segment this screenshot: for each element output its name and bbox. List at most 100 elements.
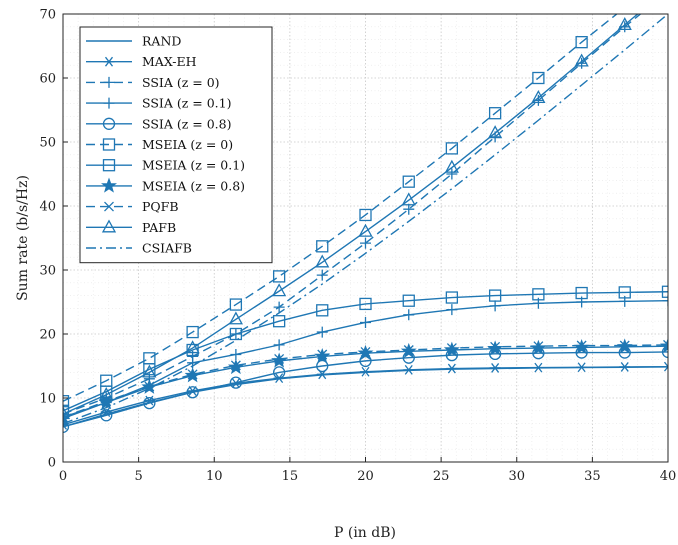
data-point-pafb	[488, 125, 503, 139]
legend-marker	[102, 117, 116, 130]
series-csiafb	[63, 14, 668, 425]
x-tick-label: 35	[584, 469, 601, 484]
x-axis-label: P (in dB)	[334, 525, 396, 541]
x-tick-label: 15	[282, 469, 299, 484]
legend-marker	[104, 201, 114, 212]
legend-marker	[103, 97, 115, 109]
data-point-pafb	[401, 192, 416, 206]
data-point-mseia-z-0	[359, 208, 372, 222]
y-tick-label: 60	[39, 72, 56, 87]
data-point-mseia-z-0-1	[488, 289, 502, 302]
data-point-ssia-z-0	[273, 301, 285, 313]
data-point-pafb	[358, 223, 373, 237]
series-pqfb	[63, 339, 668, 423]
data-point-mseia-z-0-1	[445, 291, 459, 304]
data-point-mseia-z-0	[63, 395, 70, 408]
legend-label: MSEIA (z = 0)	[142, 137, 233, 152]
legend-label: MSEIA (z = 0.8)	[142, 178, 245, 193]
data-point-ssia-z-0-1	[662, 295, 668, 307]
data-point-pafb	[574, 53, 589, 67]
legend-marker	[101, 177, 117, 193]
data-point-ssia-z-0-8	[229, 376, 243, 389]
x-tick-label: 0	[59, 469, 67, 484]
axis-ticks: 0 5 10 15 20 25 30 35 40 0 10 20 30 40 50 60 70	[39, 8, 676, 485]
legend-item-ssia-z-0-1: SSIA (z = 0.1)	[86, 96, 231, 111]
data-point-mseia-z-0-1	[402, 294, 415, 307]
x-tick-label: 30	[508, 469, 525, 484]
data-point-max-eh	[360, 366, 371, 377]
data-point-mseia-z-0	[229, 298, 243, 311]
data-point-pqfb	[446, 343, 457, 354]
data-point-mseia-z-0-1	[661, 285, 668, 298]
series-lines	[63, 2, 668, 433]
series-pafb	[63, 14, 639, 420]
legend-item-pafb: PAFB	[86, 219, 176, 235]
data-point-max-eh	[489, 363, 501, 373]
y-axis-label: Sum rate (b/s/Hz)	[15, 175, 31, 301]
legend-item-pqfb: PQFB	[86, 199, 179, 214]
data-point-ssia-z-0	[446, 168, 458, 180]
data-point-pafb	[315, 254, 330, 268]
legend-marker	[103, 56, 115, 67]
data-point-mseia-z-0	[532, 71, 545, 85]
data-point-mseia-z-0-1	[316, 304, 329, 317]
data-point-ssia-z-0-8	[100, 409, 113, 422]
data-point-ssia-z-0-8	[143, 396, 156, 410]
y-tick-label: 50	[39, 136, 56, 151]
data-point-ssia-z-0-8	[661, 345, 668, 359]
data-point-pqfb	[619, 340, 630, 351]
data-point-pafb	[185, 340, 200, 354]
data-point-pafb	[444, 159, 459, 173]
data-point-pqfb	[230, 360, 241, 371]
data-point-ssia-z-0-1	[403, 309, 415, 321]
x-tick-label: 40	[660, 469, 677, 484]
series-line-mseia-z-0	[63, 14, 618, 402]
data-point-mseia-z-0	[575, 36, 588, 49]
data-point-pqfb	[187, 369, 198, 380]
legend-item-mseia-z-0-8: MSEIA (z = 0.8)	[86, 177, 245, 193]
data-point-max-eh	[619, 362, 631, 372]
series-ssia-z-0-1	[63, 295, 668, 423]
x-tick-label: 20	[357, 469, 374, 484]
data-point-mseia-z-0-1	[229, 327, 243, 341]
data-point-ssia-z-0	[403, 203, 415, 215]
data-point-mseia-z-0	[186, 325, 199, 339]
data-point-pqfb	[490, 341, 501, 352]
data-point-pqfb	[101, 396, 112, 407]
data-point-ssia-z-0	[360, 237, 371, 249]
legend-item-ssia-z-0: SSIA (z = 0)	[86, 75, 220, 90]
data-point-pqfb	[317, 349, 328, 360]
legend-label: SSIA (z = 0.1)	[142, 96, 231, 111]
data-point-mseia-z-0-1	[272, 315, 286, 328]
legend-item-mseia-z-0-1: MSEIA (z = 0.1)	[86, 158, 245, 173]
data-point-pafb	[228, 311, 243, 325]
data-point-ssia-z-0-1	[446, 304, 458, 316]
data-point-pqfb	[360, 346, 371, 357]
data-point-mseia-z-0-1	[575, 286, 588, 300]
series-line-ssia-z-0-8	[63, 351, 668, 428]
data-point-ssia-z-0-1	[273, 339, 285, 351]
y-tick-label: 30	[39, 264, 56, 279]
data-point-max-eh	[403, 364, 415, 375]
data-point-ssia-z-0-8	[63, 420, 70, 433]
y-tick-label: 70	[39, 8, 56, 23]
data-point-max-eh	[532, 362, 544, 373]
data-point-ssia-z-0	[619, 21, 631, 33]
data-point-pqfb	[576, 340, 587, 351]
data-point-mseia-z-0	[619, 2, 630, 13]
data-point-mseia-z-0	[488, 107, 502, 120]
data-point-pafb	[63, 406, 71, 420]
y-tick-label: 10	[39, 392, 56, 407]
data-point-mseia-z-0-1	[186, 343, 199, 357]
data-point-pafb	[272, 283, 287, 297]
legend-marker	[102, 138, 116, 151]
legend-item-ssia-z-0-8: SSIA (z = 0.8)	[86, 116, 231, 131]
data-point-ssia-z-0-1	[316, 326, 328, 338]
series-line-csiafb	[63, 14, 668, 425]
data-point-mseia-z-0-1	[359, 297, 372, 311]
data-point-max-eh	[446, 363, 458, 374]
data-point-mseia-z-0-1	[618, 286, 631, 299]
series-line-pafb	[63, 14, 639, 415]
data-point-mseia-z-0	[402, 175, 415, 188]
